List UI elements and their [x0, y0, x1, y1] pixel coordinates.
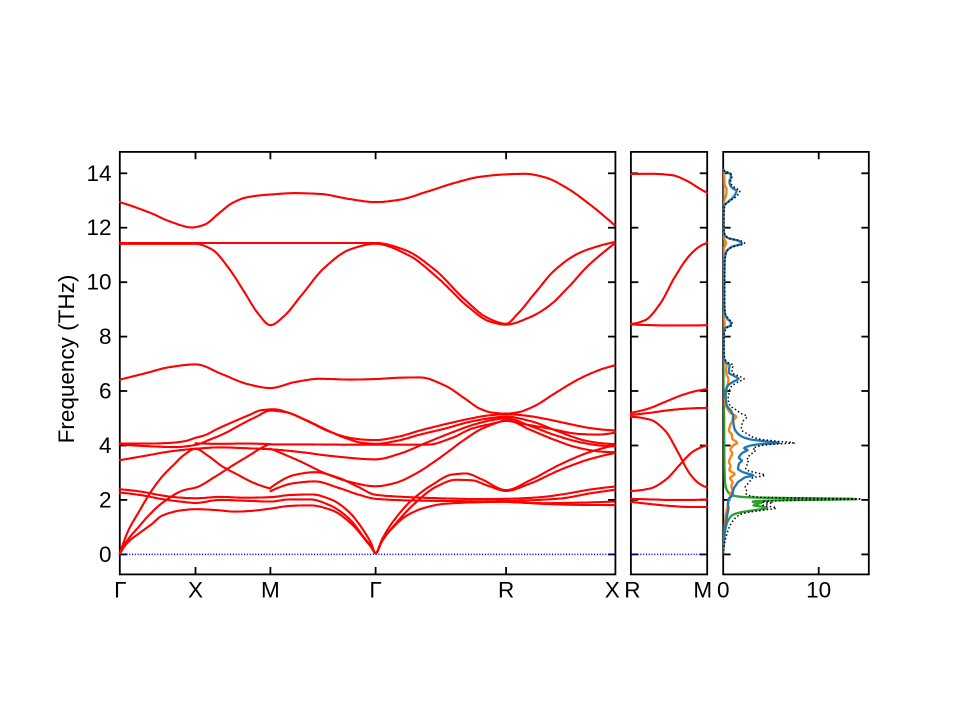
svg-text:Frequency (THz): Frequency (THz) — [54, 275, 79, 444]
svg-text:Γ: Γ — [369, 578, 381, 603]
svg-text:4: 4 — [99, 433, 112, 458]
svg-text:0: 0 — [99, 542, 112, 567]
svg-text:R: R — [624, 578, 640, 603]
svg-text:M: M — [261, 578, 280, 603]
svg-text:Γ: Γ — [114, 578, 126, 603]
svg-text:R: R — [498, 578, 514, 603]
svg-text:2: 2 — [99, 487, 112, 512]
svg-text:6: 6 — [99, 379, 112, 404]
svg-text:10: 10 — [86, 270, 111, 295]
svg-text:8: 8 — [99, 324, 112, 349]
svg-text:M: M — [693, 578, 712, 603]
svg-text:0: 0 — [717, 578, 730, 603]
svg-text:10: 10 — [806, 578, 831, 603]
svg-text:14: 14 — [86, 161, 111, 186]
svg-text:12: 12 — [86, 215, 111, 240]
svg-text:X: X — [605, 578, 620, 603]
svg-text:X: X — [188, 578, 203, 603]
